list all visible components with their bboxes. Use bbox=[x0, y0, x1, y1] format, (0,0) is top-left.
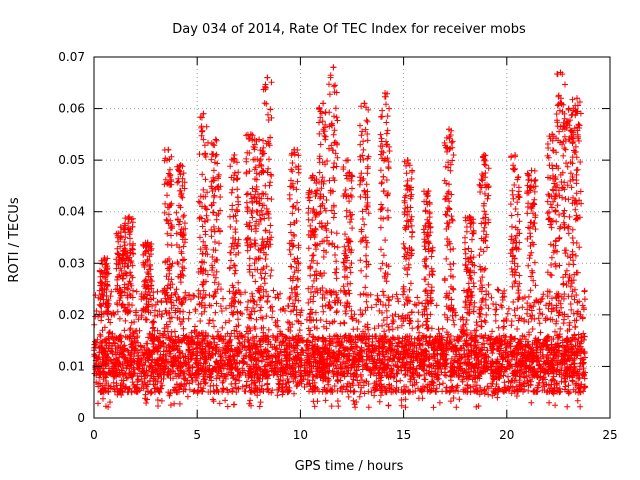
roti-peak-point bbox=[117, 224, 124, 231]
roti-peak-point bbox=[264, 74, 271, 81]
roti-peak-point bbox=[361, 100, 368, 107]
roti-peak-point bbox=[177, 162, 184, 169]
roti-peak-point bbox=[247, 131, 254, 138]
roti-peak-point bbox=[200, 110, 207, 117]
roti-peak-point bbox=[425, 188, 432, 195]
y-tick-label: 0.02 bbox=[58, 308, 85, 322]
x-tick-label: 5 bbox=[193, 428, 201, 442]
ticks-layer: 0 0.01 0.02 0.03 0.04 0.05 0.06 0.07 0 5 10 15 20 25 bbox=[58, 50, 617, 442]
roti-data-points bbox=[91, 64, 589, 411]
y-tick-label: 0.03 bbox=[58, 256, 85, 270]
y-tick-label: 0.04 bbox=[58, 205, 85, 219]
roti-peak-point bbox=[404, 157, 411, 164]
roti-peak-point bbox=[446, 126, 453, 133]
y-axis-label: ROTI / TECUs bbox=[7, 197, 22, 282]
roti-peak-point bbox=[512, 151, 519, 158]
roti-peak-point bbox=[565, 105, 572, 112]
x-tick-label: 0 bbox=[90, 428, 98, 442]
roti-peak-point bbox=[382, 90, 389, 97]
roti-peak-point bbox=[466, 213, 473, 220]
roti-peak-point bbox=[165, 146, 172, 153]
y-tick-label: 0.05 bbox=[58, 153, 85, 167]
x-tick-label: 10 bbox=[293, 428, 308, 442]
roti-peak-point bbox=[330, 64, 337, 71]
roti-peak-point bbox=[573, 95, 580, 102]
roti-peak-point bbox=[557, 69, 564, 76]
roti-peak-point bbox=[101, 255, 108, 262]
roti-peak-point bbox=[231, 151, 238, 158]
roti-peak-point bbox=[126, 213, 133, 220]
roti-peak-point bbox=[144, 239, 151, 246]
roti-peak-point bbox=[256, 136, 263, 143]
y-tick-label: 0.07 bbox=[58, 50, 85, 64]
data-points-layer bbox=[91, 64, 589, 411]
y-tick-label: 0.01 bbox=[58, 359, 85, 373]
chart-title: Day 034 of 2014, Rate Of TEC Index for r… bbox=[172, 22, 526, 37]
roti-peak-point bbox=[528, 167, 535, 174]
roti-peak-point bbox=[481, 151, 488, 158]
x-axis-label: GPS time / hours bbox=[295, 459, 404, 474]
roti-peak-point bbox=[320, 100, 327, 107]
roti-peak-point bbox=[212, 136, 219, 143]
x-tick-label: 20 bbox=[499, 428, 514, 442]
plot-frame bbox=[93, 56, 611, 419]
x-tick-label: 25 bbox=[602, 428, 617, 442]
roti-peak-point bbox=[344, 157, 351, 164]
roti-peak-point bbox=[291, 146, 298, 153]
y-tick-label: 0.06 bbox=[58, 102, 85, 116]
roti-peak-point bbox=[309, 172, 316, 179]
x-tick-label: 15 bbox=[396, 428, 411, 442]
y-tick-label: 0 bbox=[77, 411, 85, 425]
roti-peak-point bbox=[549, 131, 556, 138]
